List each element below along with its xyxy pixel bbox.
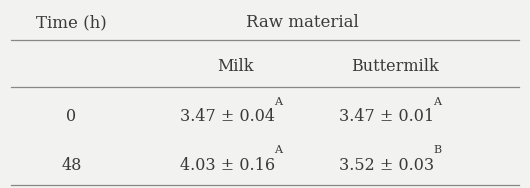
Text: 48: 48 xyxy=(61,157,82,174)
Text: A: A xyxy=(274,145,282,155)
Text: Buttermilk: Buttermilk xyxy=(351,58,439,75)
Text: B: B xyxy=(433,145,441,155)
Text: 3.52 ± 0.03: 3.52 ± 0.03 xyxy=(339,157,435,174)
Text: Raw material: Raw material xyxy=(246,14,358,31)
Text: A: A xyxy=(274,96,282,107)
Text: Milk: Milk xyxy=(218,58,254,75)
Text: 3.47 ± 0.04: 3.47 ± 0.04 xyxy=(180,108,276,125)
Text: A: A xyxy=(433,96,441,107)
Text: 0: 0 xyxy=(66,108,77,125)
Text: 4.03 ± 0.16: 4.03 ± 0.16 xyxy=(180,157,276,174)
Text: 3.47 ± 0.01: 3.47 ± 0.01 xyxy=(339,108,435,125)
Text: Time (h): Time (h) xyxy=(36,14,107,31)
